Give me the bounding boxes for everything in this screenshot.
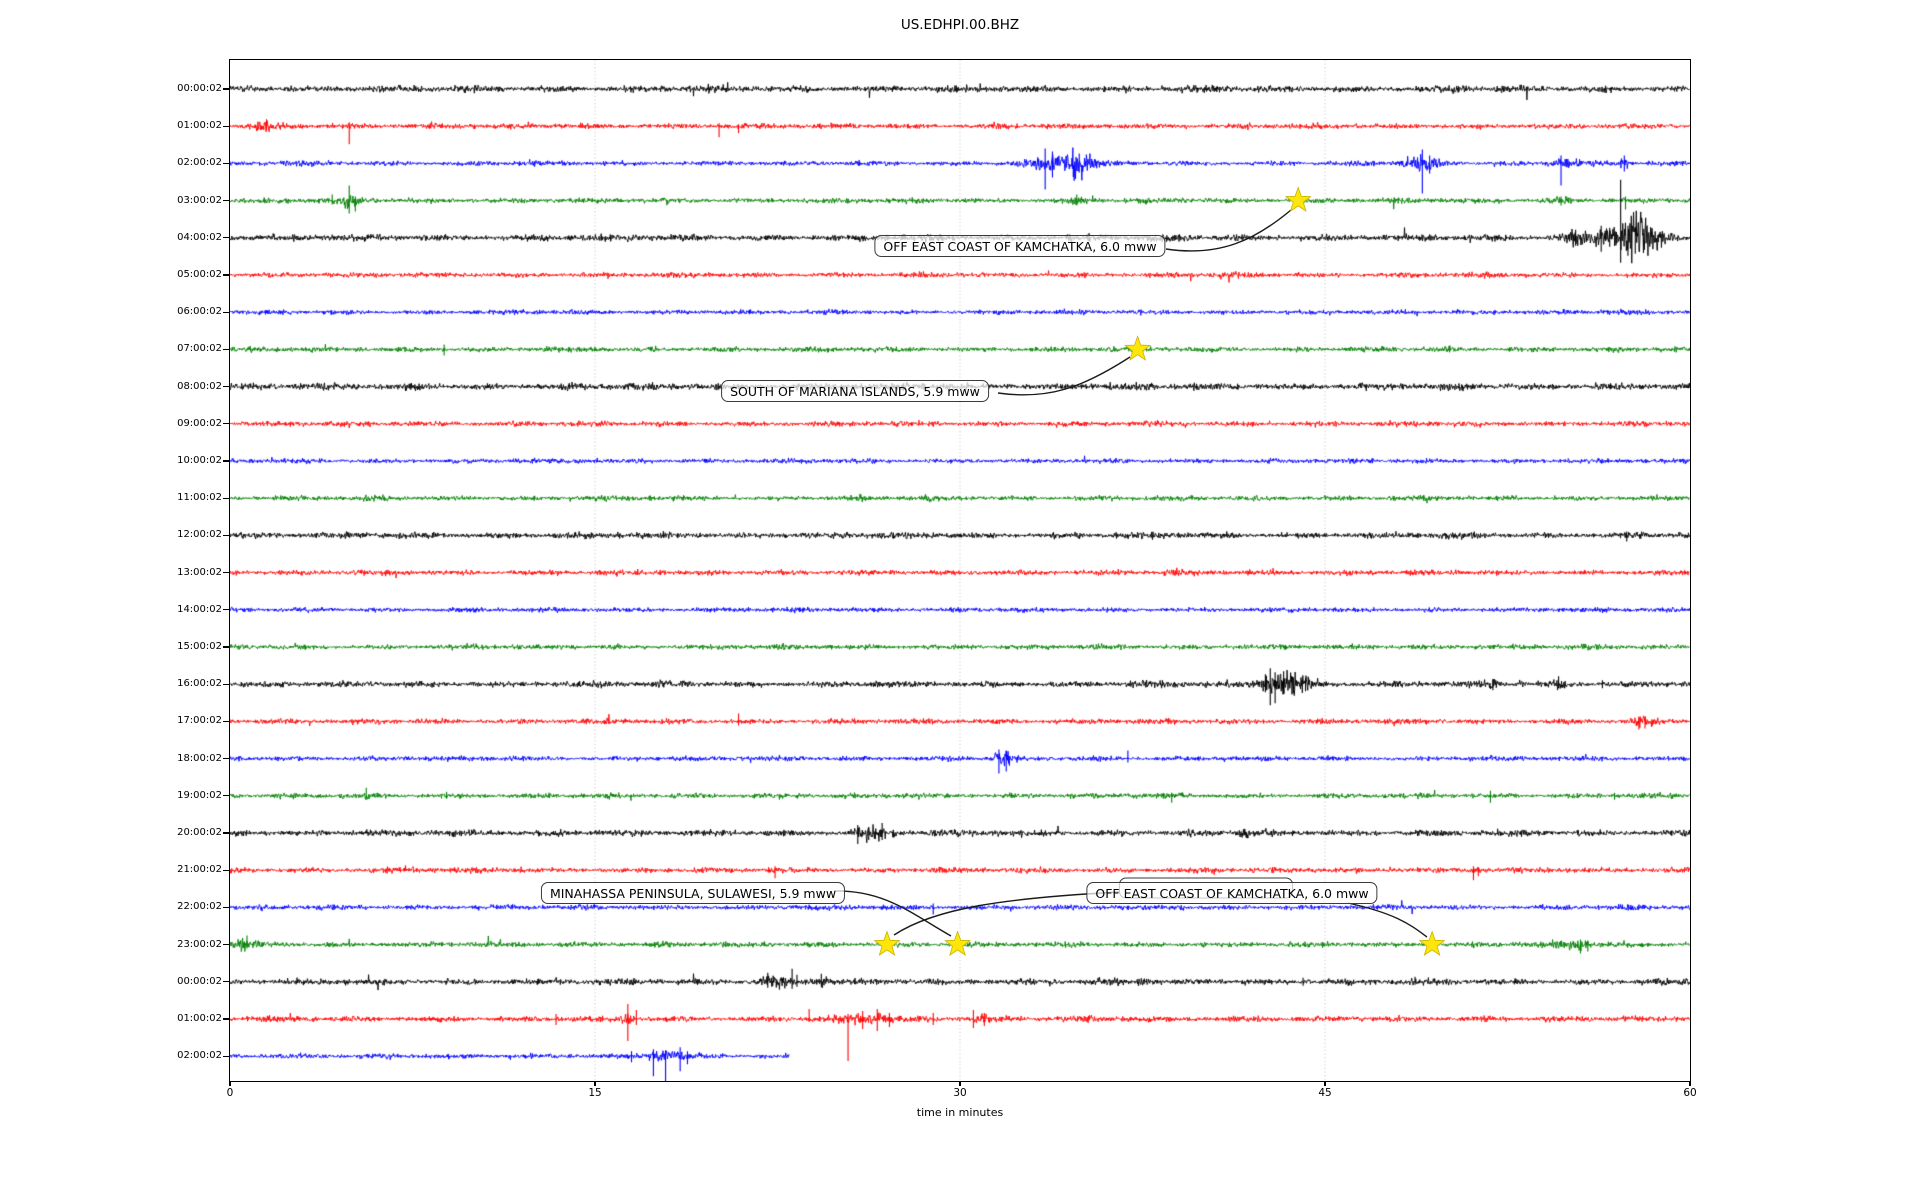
y-tick-label: 10:00:02 — [177, 455, 222, 466]
y-tick-mark — [223, 572, 229, 574]
y-tick-label: 08:00:02 — [177, 380, 222, 392]
y-tick-mark — [223, 386, 229, 388]
y-tick-label: 11:00:02 — [177, 492, 222, 504]
y-tick-mark — [223, 944, 229, 946]
event-label-box: SOUTH OF MARIANA ISLANDS, 5.9 mww — [721, 380, 989, 402]
y-tick-label: 13:00:02 — [177, 566, 222, 578]
x-tick-mark — [594, 1081, 596, 1086]
x-tick-mark — [1689, 1081, 1691, 1086]
y-tick-label: 22:00:02 — [177, 901, 222, 913]
x-tick-mark — [1324, 1081, 1326, 1086]
event-label-box: OFF EAST COAST OF KAMCHATKA, 6.0 mww — [874, 235, 1166, 257]
x-tick-label: 0 — [226, 1087, 234, 1099]
seismogram-trace-canvas — [230, 60, 1690, 1081]
plot-frame — [229, 59, 1691, 1082]
y-tick-label: 18:00:02 — [177, 752, 222, 764]
y-tick-label: 02:00:02 — [177, 1050, 222, 1062]
y-tick-mark — [223, 646, 229, 648]
y-tick-label: 15:00:02 — [177, 641, 222, 652]
x-tick-label: 45 — [1318, 1087, 1332, 1099]
y-tick-label: 23:00:02 — [177, 938, 222, 950]
y-tick-mark — [223, 720, 229, 722]
y-tick-label: 14:00:02 — [177, 603, 222, 615]
y-tick-label: 00:00:02 — [177, 975, 222, 987]
y-tick-mark — [223, 1055, 229, 1057]
y-tick-label: 06:00:02 — [177, 306, 222, 318]
y-tick-mark — [223, 274, 229, 276]
y-tick-mark — [223, 348, 229, 350]
y-tick-mark — [223, 869, 229, 871]
x-tick-mark — [229, 1081, 231, 1086]
event-label-box: MINAHASSA PENINSULA, SULAWESI, 5.9 mww — [540, 882, 846, 904]
y-tick-label: 21:00:02 — [177, 864, 222, 876]
y-tick-mark — [223, 906, 229, 908]
y-tick-mark — [223, 1018, 229, 1020]
y-tick-label: 02:00:02 — [177, 157, 222, 169]
y-tick-label: 09:00:02 — [177, 417, 222, 429]
x-tick-mark — [959, 1081, 961, 1086]
y-tick-label: 07:00:02 — [177, 343, 222, 355]
y-tick-mark — [223, 460, 229, 462]
y-tick-label: 17:00:02 — [177, 715, 222, 727]
y-tick-mark — [223, 237, 229, 239]
y-tick-mark — [223, 683, 229, 685]
y-tick-label: 12:00:02 — [177, 529, 222, 541]
event-label-box: OFF EAST COAST OF KAMCHATKA, 6.0 mww — [1086, 882, 1378, 904]
y-tick-mark — [223, 311, 229, 313]
y-tick-mark — [223, 125, 229, 127]
y-tick-mark — [223, 162, 229, 164]
y-tick-label: 03:00:02 — [177, 194, 222, 206]
y-tick-label: 04:00:02 — [177, 231, 222, 243]
y-tick-label: 19:00:02 — [177, 789, 222, 801]
x-tick-label: 30 — [953, 1087, 967, 1099]
y-tick-label: 05:00:02 — [177, 269, 222, 280]
y-tick-mark — [223, 88, 229, 90]
y-tick-label: 01:00:02 — [177, 120, 222, 132]
y-tick-label: 16:00:02 — [177, 678, 222, 690]
x-tick-label: 60 — [1683, 1087, 1697, 1099]
y-tick-label: 01:00:02 — [177, 1013, 222, 1024]
y-tick-mark — [223, 200, 229, 202]
y-tick-mark — [223, 497, 229, 499]
y-tick-mark — [223, 832, 229, 834]
y-tick-label: 00:00:02 — [177, 83, 222, 94]
x-axis-label: time in minutes — [916, 1106, 1004, 1119]
y-tick-mark — [223, 981, 229, 983]
y-tick-mark — [223, 609, 229, 611]
y-tick-mark — [223, 795, 229, 797]
y-tick-label: 20:00:02 — [177, 827, 222, 838]
chart-title: US.EDHPI.00.BHZ — [900, 17, 1020, 33]
y-tick-mark — [223, 423, 229, 425]
x-tick-label: 15 — [588, 1087, 602, 1099]
y-tick-mark — [223, 534, 229, 536]
y-tick-mark — [223, 758, 229, 760]
